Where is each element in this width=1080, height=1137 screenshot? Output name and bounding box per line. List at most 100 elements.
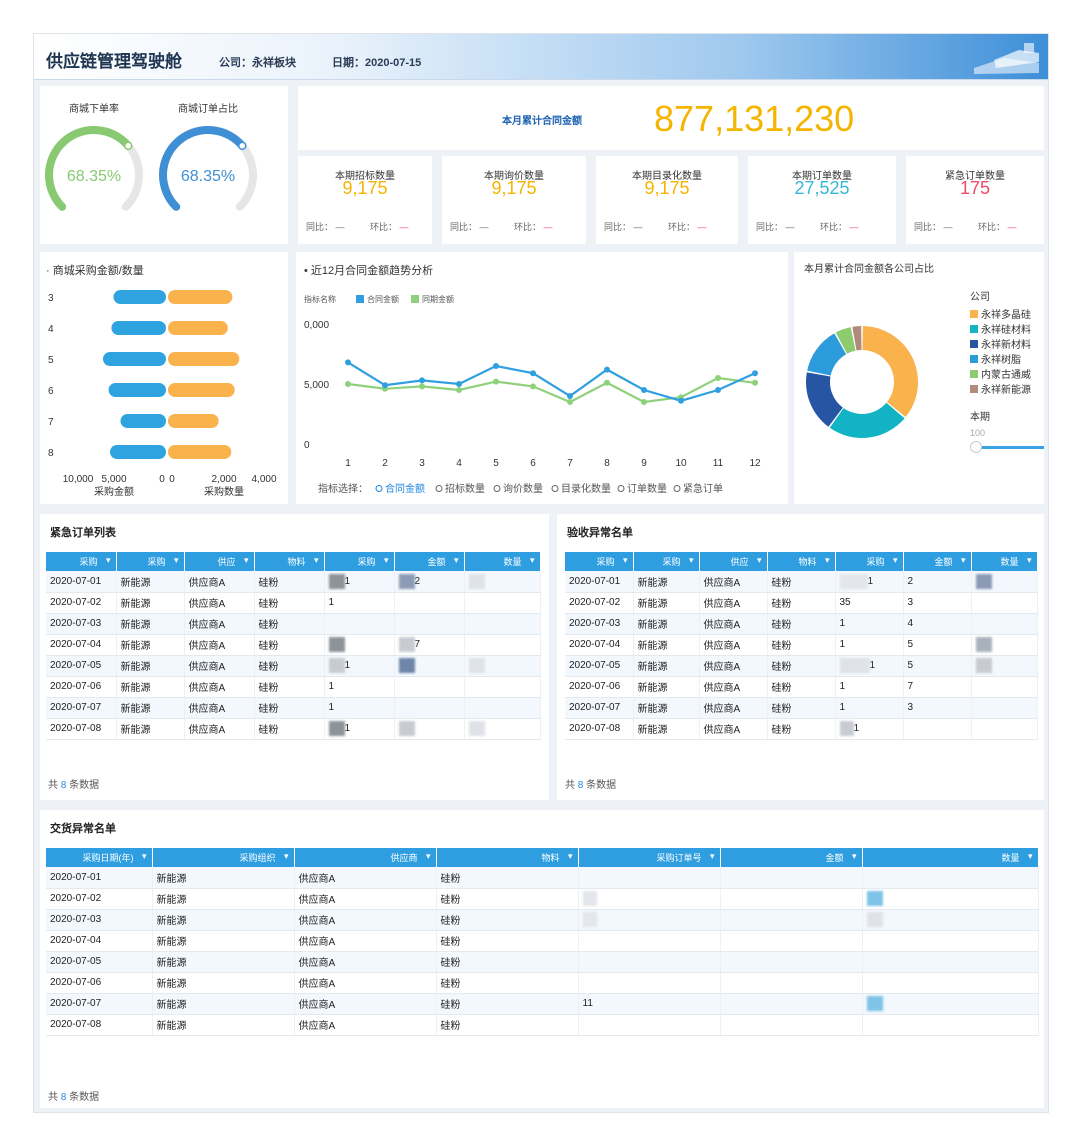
column-header[interactable]: 采购 [324,552,395,571]
pie-legend-item[interactable]: 永祥树脂 [970,351,1031,366]
table-row[interactable]: 2020-07-01 新能源 供应商A 硅粉 1 2 [46,571,541,593]
column-header[interactable]: 采购 [633,552,700,571]
pie-legend: 公司 永祥多晶硅 永祥硅材料 永祥新材料 永祥树脂 内蒙古通威 永祥新能源 [970,288,1031,396]
table-row[interactable]: 2020-07-04 新能源 供应商A 硅粉 1 5 [565,634,1038,656]
column-header[interactable]: 数量 [862,848,1039,867]
column-header[interactable]: 采购日期(年) [46,848,153,867]
table-row[interactable]: 2020-07-04 新能源 供应商A 硅粉 [46,930,1039,952]
delivery-exceptions-title: 交货异常名单 [50,823,116,835]
table-row[interactable]: 2020-07-06 新能源 供应商A 硅粉 [46,972,1039,994]
yoy-value: — [479,222,489,232]
table-cell [971,718,1038,740]
table-row[interactable]: 2020-07-02 新能源 供应商A 硅粉 35 3 [565,592,1038,614]
table-cell: 硅粉 [767,592,836,614]
table-row[interactable]: 2020-07-02 新能源 供应商A 硅粉 [46,888,1039,910]
column-header[interactable]: 供应商 [294,848,437,867]
column-header[interactable]: 采购 [565,552,634,571]
cell-text: 硅粉 [440,1021,461,1032]
table-cell: 3 [903,697,972,719]
metric-selector-option[interactable]: 订单数量 [617,482,667,495]
column-header[interactable]: 金额 [720,848,863,867]
period-slider-track[interactable] [974,446,1044,449]
table-cell: 供应商A [184,718,255,740]
table-cell: 硅粉 [436,930,579,952]
table-cell [971,634,1038,656]
table-row[interactable]: 2020-07-02 新能源 供应商A 硅粉 1 [46,592,541,614]
pie-legend-item[interactable]: 永祥新材料 [970,336,1031,351]
column-header[interactable]: 物料 [767,552,836,571]
table-cell: 供应商A [184,697,255,719]
amount-bar [120,414,166,428]
table-row[interactable]: 2020-07-03 新能源 供应商A 硅粉 [46,909,1039,931]
metric-selector-option[interactable]: 合同金额 [375,482,425,495]
column-header[interactable]: 采购订单号 [578,848,721,867]
cell-text: 2020-07-02 [50,893,102,904]
yoy-label: 同比： [914,222,942,232]
table-row[interactable]: 2020-07-05 新能源 供应商A 硅粉 1 [46,655,541,677]
table-row[interactable]: 2020-07-04 新能源 供应商A 硅粉 7 [46,634,541,656]
cell-text: 供应商A [298,958,336,969]
column-header[interactable]: 物料 [436,848,579,867]
table-row[interactable]: 2020-07-05 新能源 供应商A 硅粉 1 5 [565,655,1038,677]
footer-suffix: 条数据 [69,780,100,791]
column-header[interactable]: 数量 [971,552,1038,571]
qty-tick: 2,000 [211,474,236,485]
table-row[interactable]: 2020-07-06 新能源 供应商A 硅粉 1 [46,676,541,698]
table-cell: 新能源 [152,972,295,994]
column-header[interactable]: 金额 [903,552,972,571]
table-row[interactable]: 2020-07-07 新能源 供应商A 硅粉 1 [46,697,541,719]
metric-selector-option[interactable]: 询价数量 [493,482,543,495]
column-header[interactable]: 采购组织 [152,848,295,867]
mom-label: 环比： [370,222,398,232]
column-header[interactable]: 供应 [184,552,255,571]
table-row[interactable]: 2020-07-08 新能源 供应商A 硅粉 1 [565,718,1038,740]
cell-text: 供应商A [703,620,741,631]
table-row[interactable]: 2020-07-08 新能源 供应商A 硅粉 [46,1014,1039,1036]
cell-text: 硅粉 [771,599,792,610]
table-cell: 2 [394,571,465,593]
kpi-yoy: 同比： — [756,220,795,233]
metric-selector-option[interactable]: 紧急订单 [673,482,723,495]
column-header[interactable]: 金额 [394,552,465,571]
column-header[interactable]: 采购 [46,552,117,571]
kpi-mom: 环比： — [514,220,553,233]
table-cell: 1 [835,613,904,635]
table-row[interactable]: 2020-07-03 新能源 供应商A 硅粉 [46,613,541,635]
table-row[interactable]: 2020-07-08 新能源 供应商A 硅粉 1 [46,718,541,740]
column-header[interactable]: 供应 [699,552,768,571]
column-header[interactable]: 数量 [464,552,541,571]
gauge-fill [159,126,247,211]
table-cell: 硅粉 [254,571,325,593]
series-point [456,387,462,393]
table-row[interactable]: 2020-07-01 新能源 供应商A 硅粉 [46,867,1039,889]
gauge-fill [45,126,133,211]
table-row[interactable]: 2020-07-06 新能源 供应商A 硅粉 1 7 [565,676,1038,698]
pie-legend-item[interactable]: 永祥多晶硅 [970,306,1031,321]
column-header[interactable]: 采购 [116,552,185,571]
gauge-label: 商城下单率 [69,104,119,115]
y-tick: 0 [304,440,310,451]
metric-selector-option[interactable]: 目录化数量 [551,482,611,495]
cell-text: 新能源 [156,1000,187,1011]
series-point [456,381,462,387]
period-slider-handle[interactable] [970,441,982,453]
table-row[interactable]: 2020-07-07 新能源 供应商A 硅粉 1 3 [565,697,1038,719]
metric-selector-option[interactable]: 招标数量 [435,482,485,495]
table-cell [971,613,1038,635]
column-header[interactable]: 物料 [254,552,325,571]
kpi-value: 9,175 [342,178,388,198]
cell-text: 硅粉 [771,725,792,736]
table-cell: 供应商A [294,867,437,889]
pie-legend-item[interactable]: 永祥新能源 [970,381,1031,396]
table-row[interactable]: 2020-07-01 新能源 供应商A 硅粉 1 2 [565,571,1038,593]
pie-legend-item[interactable]: 永祥硅材料 [970,321,1031,336]
bar-row-label: 5 [48,355,54,366]
table-cell: 硅粉 [436,909,579,931]
column-header[interactable]: 采购 [835,552,904,571]
cell-text: 供应商A [188,577,226,589]
table-cell: 2020-07-05 [46,655,117,677]
pie-legend-item[interactable]: 内蒙古通威 [970,366,1031,381]
table-row[interactable]: 2020-07-05 新能源 供应商A 硅粉 [46,951,1039,973]
table-row[interactable]: 2020-07-07 新能源 供应商A 硅粉 11 [46,993,1039,1015]
table-row[interactable]: 2020-07-03 新能源 供应商A 硅粉 1 4 [565,613,1038,635]
